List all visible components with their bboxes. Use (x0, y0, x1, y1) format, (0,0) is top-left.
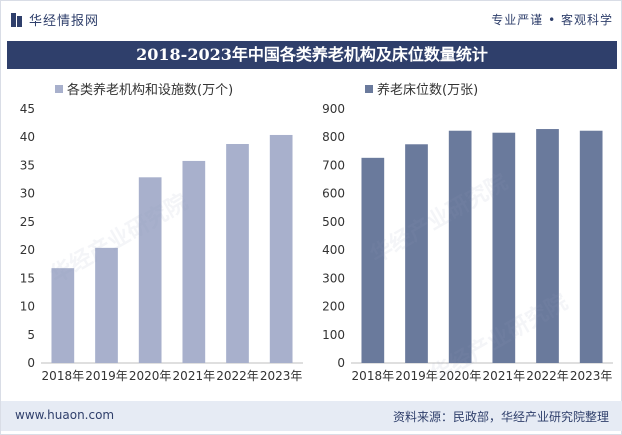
y-tick-label: 200 (322, 300, 345, 314)
x-tick-label: 2020年 (439, 369, 482, 383)
y-tick-label: 10 (20, 300, 35, 314)
y-tick-label: 0 (27, 356, 35, 370)
legend-swatch (55, 84, 63, 93)
y-tick-label: 700 (322, 158, 345, 172)
bar (269, 134, 293, 363)
footer: www.huaon.com 资料来源：民政部，华经产业研究院整理 (1, 401, 622, 431)
legend-label: 各类养老机构和设施数(万个) (67, 83, 234, 98)
bar (226, 143, 249, 363)
legend: 各类养老机构和设施数(万个) (55, 79, 233, 98)
bar (51, 268, 75, 363)
legend-swatch (365, 84, 373, 93)
x-tick-label: 2018年 (352, 369, 395, 383)
top-bar: 华经情报网 专业严谨 • 客观科学 (1, 1, 622, 37)
y-tick-label: 40 (20, 130, 35, 144)
y-tick-label: 20 (20, 243, 35, 257)
x-tick-label: 2021年 (173, 369, 216, 383)
y-tick-label: 35 (20, 158, 35, 172)
chart-title: 2018-2023年中国各类养老机构及床位数量统计 (7, 41, 617, 69)
x-tick-label: 2023年 (260, 369, 303, 383)
bar (138, 177, 162, 363)
x-tick-label: 2022年 (216, 369, 259, 383)
x-tick-label: 2023年 (570, 369, 613, 383)
y-tick-label: 900 (322, 102, 345, 116)
y-tick-label: 5 (27, 328, 35, 342)
y-tick-label: 45 (20, 102, 35, 116)
bar (95, 247, 118, 363)
y-tick-label: 800 (322, 130, 345, 144)
tagline: 专业严谨 • 客观科学 (491, 13, 613, 27)
logo-text: 华经情报网 (29, 14, 100, 29)
bar (405, 144, 428, 363)
x-tick-label: 2020年 (129, 369, 172, 383)
logo: 华经情报网 (11, 10, 99, 29)
y-tick-label: 30 (20, 187, 35, 201)
y-tick-label: 15 (20, 271, 35, 285)
bar (361, 157, 385, 363)
bar (492, 132, 516, 363)
footer-source: 资料来源：民政部，华经产业研究院整理 (392, 410, 609, 424)
bar (182, 160, 206, 363)
x-tick-label: 2019年 (85, 369, 128, 383)
y-tick-label: 600 (322, 187, 345, 201)
logo-mark-icon (11, 12, 23, 27)
x-tick-label: 2022年 (526, 369, 569, 383)
y-tick-label: 400 (322, 243, 345, 257)
bar (448, 130, 472, 363)
legend: 养老床位数(万张) (365, 79, 478, 98)
legend-label: 养老床位数(万张) (377, 83, 479, 98)
y-tick-label: 25 (20, 215, 35, 229)
y-tick-label: 100 (322, 328, 345, 342)
left-chart-panel: 各类养老机构和设施数(万个) 0 5 10 15 20 25 30 35 40 45 2018年 20… (7, 73, 307, 393)
y-tick-label: 0 (337, 356, 345, 370)
x-tick-label: 2018年 (42, 369, 85, 383)
y-tick-label: 500 (322, 215, 345, 229)
x-tick-label: 2021年 (483, 369, 526, 383)
right-chart-panel: 养老床位数(万张) 0 100 200 300 400 500 600 700 800 900 20… (317, 73, 617, 393)
bar (536, 129, 559, 363)
x-tick-label: 2019年 (395, 369, 438, 383)
y-tick-label: 300 (322, 271, 345, 285)
bar (579, 130, 603, 363)
footer-url[interactable]: www.huaon.com (15, 408, 115, 422)
